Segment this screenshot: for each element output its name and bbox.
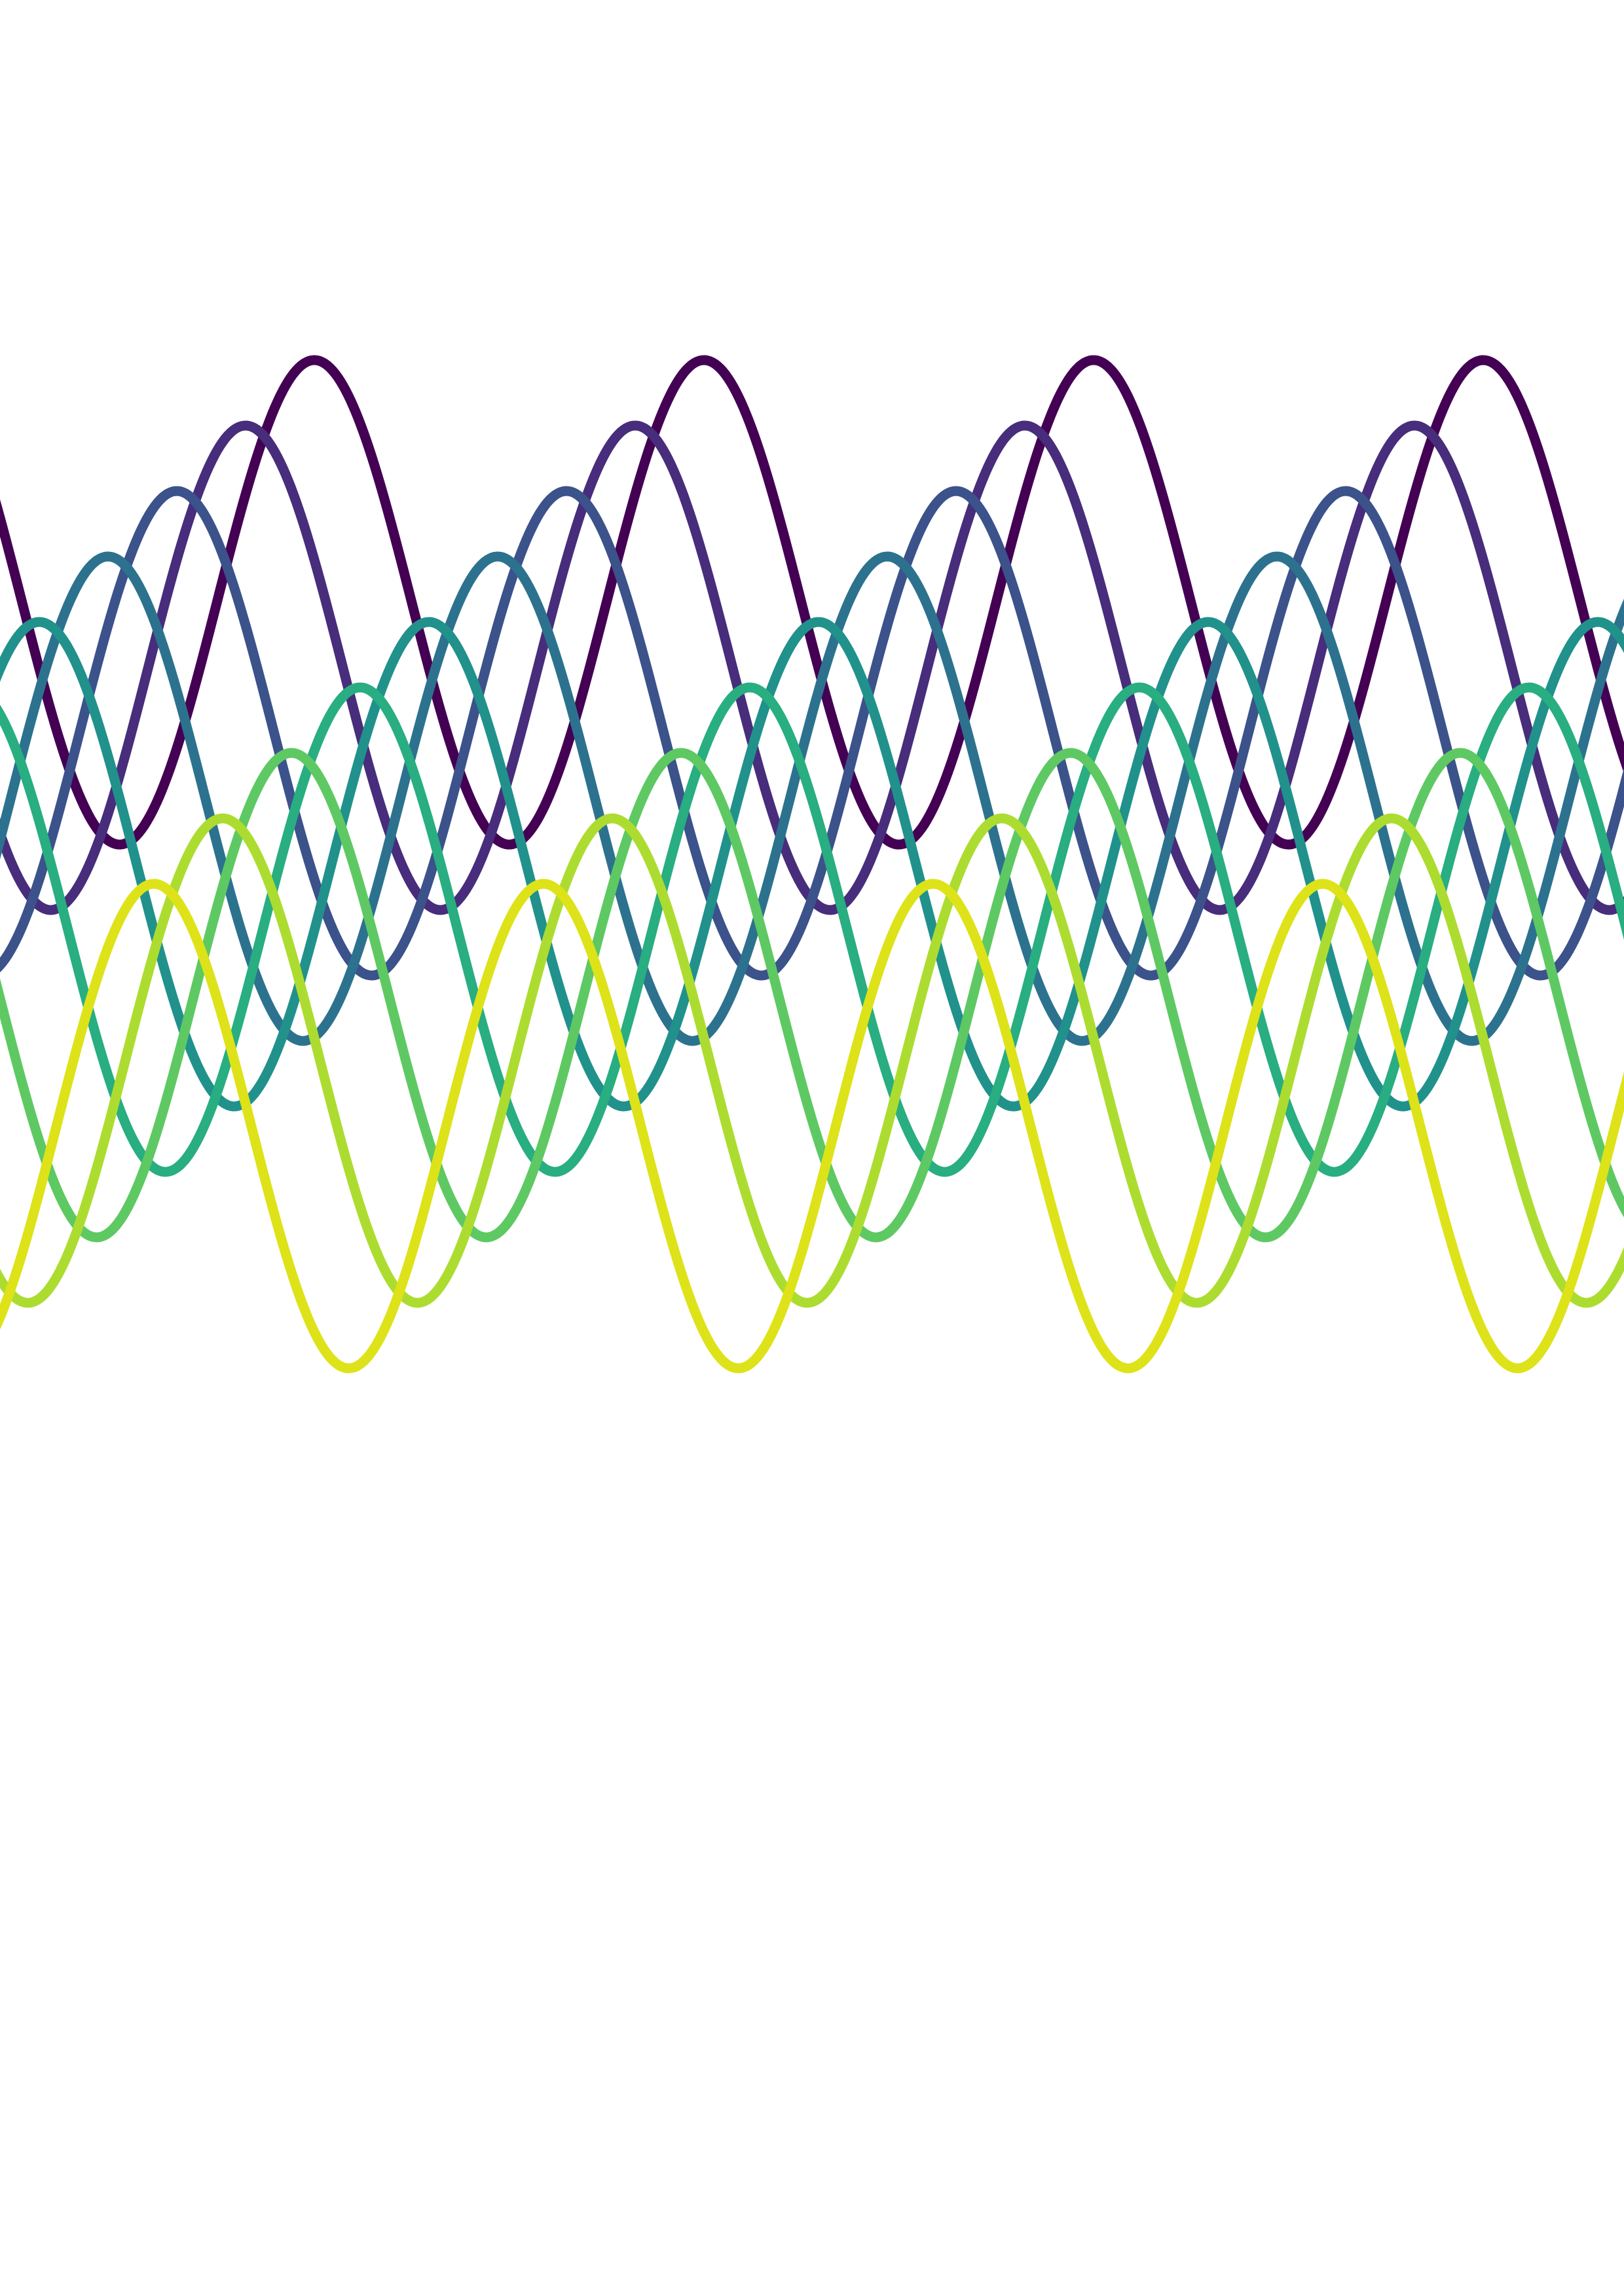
sine-wave-3 xyxy=(0,486,1624,981)
sine-wave-5 xyxy=(0,617,1624,1112)
wave-layer xyxy=(0,355,1624,1374)
sine-wave-4 xyxy=(0,551,1624,1046)
sine-wave-1 xyxy=(0,355,1624,850)
sine-wave-8 xyxy=(0,813,1624,1308)
sine-wave-9 xyxy=(0,879,1624,1374)
sine-wave-7 xyxy=(0,748,1624,1243)
sine-wave-6 xyxy=(0,682,1624,1177)
